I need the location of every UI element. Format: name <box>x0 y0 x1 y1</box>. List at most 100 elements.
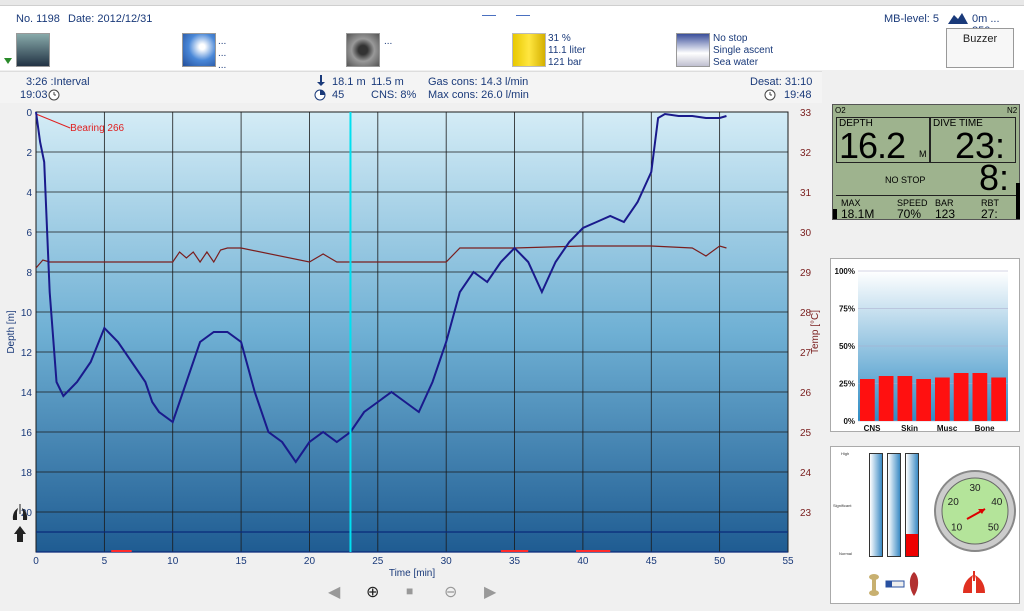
tissue-category-label: CNS <box>864 424 882 431</box>
dropdown-arrow-icon[interactable] <box>4 58 12 64</box>
speed-label: SPEED <box>897 198 928 208</box>
bone-icon <box>869 574 879 596</box>
x-tick-label: 15 <box>236 556 248 567</box>
y2-tick-label: 27 <box>800 348 812 359</box>
lungs-icon <box>963 571 985 593</box>
info-tank-volume: 11.1 liter <box>548 45 586 56</box>
next-arrow-icon[interactable]: ▶ <box>484 584 497 601</box>
lcd-divider <box>836 195 1016 196</box>
y2-tick-label: 28 <box>800 308 812 319</box>
x-tick-label: 55 <box>782 556 794 567</box>
gauges-panel: High Significant Normal 10 20 30 40 50 <box>830 446 1020 604</box>
gauge-fill <box>906 533 918 556</box>
lungs-icon <box>12 504 28 520</box>
gauge-bar-2 <box>887 453 901 557</box>
prev-arrow-icon[interactable]: ◀ <box>328 584 341 601</box>
ascent-arrow-icon <box>14 526 26 542</box>
buzzer-button[interactable]: Buzzer <box>946 28 1014 68</box>
gauge-bar-3 <box>905 453 919 557</box>
y-tick-label: 0 <box>26 108 32 119</box>
max-consumption: Max cons: 26.0 l/min <box>428 89 529 101</box>
y2-tick-label: 33 <box>800 108 812 119</box>
x-tick-label: 10 <box>167 556 179 567</box>
tissue-bar <box>878 376 894 421</box>
tissue-y-tick-label: 50% <box>839 342 855 351</box>
max-value: 18.1M <box>841 207 875 221</box>
y-tick-label: 16 <box>21 428 33 439</box>
info-deco: No stop <box>713 33 748 44</box>
bearing-marker-line <box>35 113 71 129</box>
info-water: Sea water <box>713 57 759 68</box>
max-label: MAX <box>841 198 861 208</box>
depth-arrow-icon <box>317 75 325 86</box>
x-tick-label: 5 <box>102 556 108 567</box>
info-camera: ... <box>384 36 393 47</box>
x-tick-label: 45 <box>646 556 658 567</box>
compass-tick-label: 10 <box>951 522 963 533</box>
x-tick-label: 0 <box>33 556 39 567</box>
x-tick-label: 30 <box>441 556 453 567</box>
bar-value: 123 <box>935 207 956 221</box>
dive-computer-display: O2 N2 DEPTH 16.2 M DIVE TIME 23: NO STOP… <box>832 104 1020 221</box>
plot-background <box>35 111 789 553</box>
dive-type-photo-icon[interactable] <box>676 33 710 67</box>
clock-icon <box>764 89 776 101</box>
o2-gauge-bar <box>833 209 837 219</box>
n2-label: N2 <box>1007 106 1018 115</box>
end-time: 19:48 <box>784 89 812 101</box>
dive-header: No. 1198 Date: 2012/12/31 MB-level: 5 0m… <box>0 6 1024 37</box>
camera-photo-icon[interactable] <box>346 33 380 67</box>
tissue-y-tick-label: 100% <box>835 267 855 276</box>
muscle-icon <box>909 572 919 596</box>
profile-plot-area: 0510152025303540455055024681012141618203… <box>0 104 822 608</box>
tissue-category-label: Skin <box>901 424 918 431</box>
speed-value: 70% <box>897 207 922 221</box>
bearing-annotation: Bearing 266 <box>70 123 124 134</box>
tank-photo-icon[interactable] <box>512 33 546 67</box>
surface-interval: 3:26 :Interval <box>26 76 90 88</box>
tissue-y-tick-label: 75% <box>839 305 855 314</box>
skin-icon <box>885 580 905 588</box>
stop-time-value: 8: <box>979 157 1010 198</box>
y2-tick-label: 25 <box>800 428 812 439</box>
y-tick-label: 6 <box>26 228 32 239</box>
y2-tick-label: 29 <box>800 268 812 279</box>
compass-tick-label: 40 <box>991 497 1003 508</box>
dash-icon <box>516 15 530 16</box>
dive-profile-chart[interactable]: 0510152025303540455055024681012141618203… <box>0 104 822 608</box>
dive-info-bar: ... ... ... ... 31 % 11.1 liter 121 bar … <box>0 30 1024 71</box>
divers-photo-icon[interactable] <box>16 33 50 67</box>
tissue-y-tick-label: 25% <box>839 380 855 389</box>
stop-icon[interactable]: ■ <box>406 584 414 598</box>
tissue-bar <box>953 373 969 421</box>
bar-label: BAR <box>935 198 954 208</box>
rbt-value: 27: <box>981 207 998 221</box>
dive-duration: 45 <box>332 89 345 101</box>
tissue-panel: 100% 75% 50% 25% 0% CNS Skin Musc Bone <box>830 258 1020 433</box>
x-tick-label: 20 <box>304 556 316 567</box>
zoom-in-icon[interactable]: ⊕ <box>366 584 380 601</box>
x-axis-label: Time [min] <box>389 568 436 579</box>
info-weather-3: ... <box>218 60 227 71</box>
duration-icon <box>314 89 326 101</box>
tissue-chart: 100% 75% 50% 25% 0% CNS Skin Musc Bone <box>835 267 1008 433</box>
y2-tick-label: 24 <box>800 468 812 479</box>
info-oxygen: 31 % <box>548 33 571 44</box>
y-tick-label: 10 <box>21 308 33 319</box>
tissue-category-label: Musc <box>937 424 958 431</box>
dash-icon <box>482 15 496 16</box>
gauge-high-label: High <box>841 451 850 456</box>
max-depth: 18.1 m <box>332 76 366 88</box>
zoom-out-icon[interactable]: ⊖ <box>444 584 458 601</box>
time-label: DIVE TIME <box>933 118 983 129</box>
o2-label: O2 <box>835 106 846 115</box>
tissue-category-label: Bone <box>975 424 996 431</box>
y2-tick-label: 32 <box>800 148 812 159</box>
weather-photo-icon[interactable] <box>182 33 216 67</box>
temperature-line <box>35 245 727 269</box>
tissue-bar <box>935 377 950 421</box>
compass-tick-label: 30 <box>969 483 981 494</box>
mountain-icon <box>948 13 968 24</box>
depth-value: 16.2 <box>839 125 906 166</box>
dive-stats: 3:26 :Interval 19:03 18.1 m 11.5 m 45 CN… <box>0 71 822 103</box>
